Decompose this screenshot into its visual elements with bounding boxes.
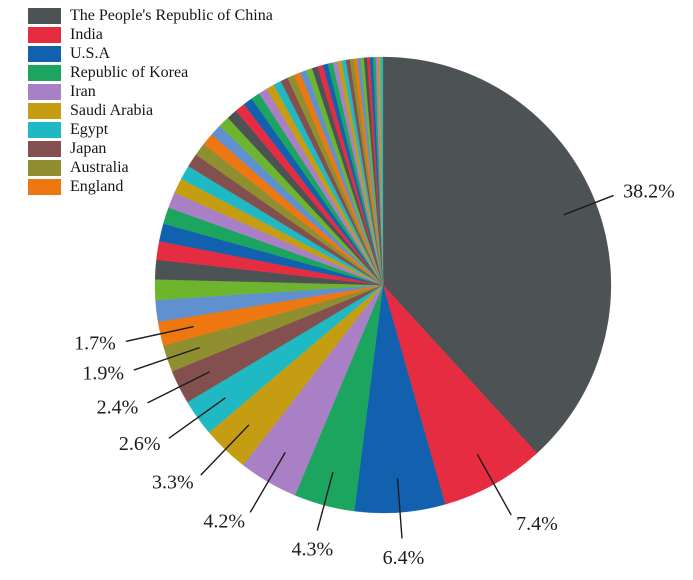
legend-swatch bbox=[28, 45, 61, 62]
pie-percent-label: 4.3% bbox=[291, 538, 333, 560]
legend-label: Australia bbox=[70, 159, 129, 176]
legend-item: U.S.A bbox=[28, 44, 273, 63]
label-leader-line bbox=[200, 424, 250, 476]
pie-slice-small bbox=[380, 56, 384, 286]
pie-percent-label: 2.6% bbox=[119, 433, 161, 455]
legend-label: Egypt bbox=[70, 121, 109, 138]
label-leader-line bbox=[396, 478, 403, 539]
legend-item: Japan bbox=[28, 139, 273, 158]
pie-percent-label: 38.2% bbox=[623, 181, 675, 203]
pie-percent-label: 1.9% bbox=[82, 362, 124, 384]
pie-percent-label: 6.4% bbox=[383, 547, 425, 569]
legend-item: Saudi Arabia bbox=[28, 101, 273, 120]
legend-swatch bbox=[28, 140, 61, 157]
legend-item: India bbox=[28, 25, 273, 44]
legend-swatch bbox=[28, 83, 61, 100]
legend-swatch bbox=[28, 102, 61, 119]
pie-percent-label: 3.3% bbox=[152, 472, 194, 494]
legend-swatch bbox=[28, 7, 61, 24]
legend-item: Iran bbox=[28, 82, 273, 101]
legend-item: Egypt bbox=[28, 120, 273, 139]
legend-item: England bbox=[28, 177, 273, 196]
label-leader-line bbox=[133, 346, 200, 371]
legend-item: Australia bbox=[28, 158, 273, 177]
pie-percent-label: 2.4% bbox=[97, 396, 139, 418]
legend-label: Iran bbox=[70, 83, 96, 100]
legend-swatch bbox=[28, 121, 61, 138]
legend-label: U.S.A bbox=[70, 45, 111, 62]
legend-item: The People's Republic of China bbox=[28, 6, 273, 25]
label-leader-line bbox=[249, 452, 286, 513]
legend-swatch bbox=[28, 159, 61, 176]
legend-swatch bbox=[28, 26, 61, 43]
legend-label: England bbox=[70, 178, 124, 195]
label-leader-line bbox=[476, 453, 512, 516]
label-leader-line bbox=[147, 371, 211, 404]
legend-label: India bbox=[70, 26, 103, 43]
label-leader-line bbox=[168, 397, 226, 439]
legend-item: Republic of Korea bbox=[28, 63, 273, 82]
label-leader-line bbox=[563, 194, 614, 216]
legend: The People's Republic of China India U.S.A… bbox=[28, 6, 273, 196]
legend-label: The People's Republic of China bbox=[70, 7, 273, 24]
pie-percent-label: 4.2% bbox=[203, 510, 245, 532]
legend-label: Republic of Korea bbox=[70, 64, 189, 81]
label-leader-line bbox=[125, 325, 194, 343]
pie-percent-label: 7.4% bbox=[516, 513, 558, 535]
label-leader-line bbox=[316, 472, 334, 531]
legend-label: Japan bbox=[70, 140, 107, 157]
legend-swatch bbox=[28, 64, 61, 81]
legend-label: Saudi Arabia bbox=[70, 102, 154, 119]
legend-swatch bbox=[28, 178, 61, 195]
pie-percent-label: 1.7% bbox=[74, 333, 116, 355]
